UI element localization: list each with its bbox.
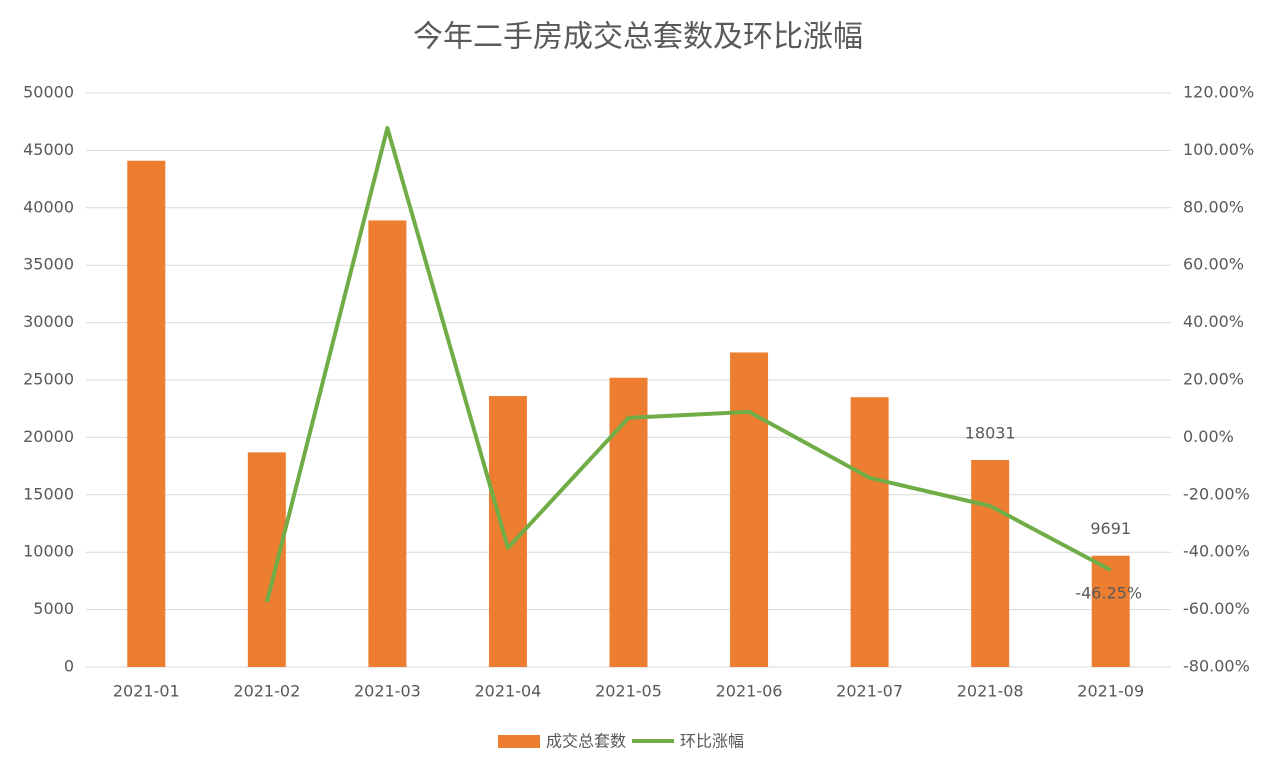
y2-tick-label: 20.00% [1183,370,1244,389]
y2-tick-label: 120.00% [1183,83,1254,102]
data-label: 9691 [1090,519,1131,538]
x-tick-label: 2021-09 [1077,682,1144,701]
y-tick-label: 30000 [23,312,74,331]
bar [609,377,648,667]
y2-tick-label: 100.00% [1183,140,1254,159]
data-label: -46.25% [1075,584,1142,603]
y-tick-label: 45000 [23,140,74,159]
y-tick-label: 10000 [23,542,74,561]
y-tick-label: 20000 [23,427,74,446]
x-tick-label: 2021-01 [113,682,180,701]
y-tick-label: 25000 [23,370,74,389]
bar [1091,555,1130,667]
data-label: 18031 [965,424,1016,443]
y2-tick-label: -80.00% [1183,657,1250,676]
bar [368,220,407,668]
y2-tick-label: 40.00% [1183,312,1244,331]
x-tick-label: 2021-02 [233,682,300,701]
chart-title: 今年二手房成交总套数及环比涨幅 [413,20,863,55]
x-tick-label: 2021-07 [836,682,903,701]
y-tick-label: 15000 [23,484,74,503]
y2-tick-label: -60.00% [1183,599,1250,618]
x-tick-label: 2021-05 [595,682,662,701]
x-tick-label: 2021-08 [957,682,1024,701]
x-tick-label: 2021-06 [716,682,783,701]
line [264,126,1112,603]
y2-tick-label: -40.00% [1183,542,1250,561]
y-tick-label: 0 [64,657,74,676]
y-tick-label: 35000 [23,255,74,274]
x-tick-label: 2021-03 [354,682,421,701]
y2-tick-label: 80.00% [1183,197,1244,216]
legend-label: 成交总套数 [546,732,626,751]
y2-tick-label: 0.00% [1183,427,1234,446]
bar [730,352,769,667]
x-tick-label: 2021-04 [475,682,542,701]
y-tick-label: 50000 [23,83,74,102]
y-tick-label: 40000 [23,197,74,216]
legend-label: 环比涨幅 [680,732,744,751]
y2-tick-label: 60.00% [1183,255,1244,274]
y-tick-label: 5000 [33,599,74,618]
bar [971,460,1010,667]
bar [247,452,286,667]
y2-tick-label: -20.00% [1183,484,1250,503]
legend-swatch [498,735,540,748]
bar [850,397,889,667]
bar [127,160,166,667]
